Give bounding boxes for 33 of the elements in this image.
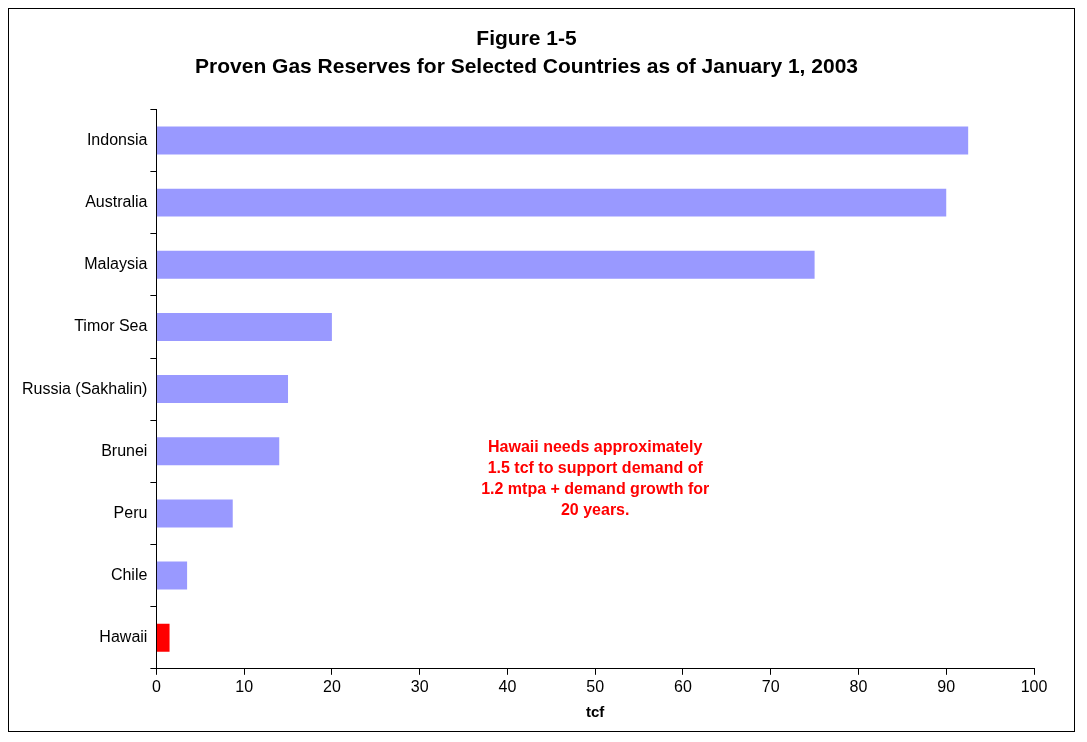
- x-tick-label: 40: [498, 677, 517, 695]
- x-tick-label: 100: [1020, 677, 1048, 695]
- y-tick-label: Indonsia: [86, 130, 148, 148]
- y-tick-label: Peru: [113, 503, 148, 521]
- bar: [156, 561, 188, 590]
- x-axis-title: tcf: [586, 703, 606, 721]
- bar: [156, 250, 815, 279]
- y-tick-label: Australia: [85, 193, 148, 211]
- chart-subtitle: Proven Gas Reserves for Selected Countries as of January 1, 2003: [195, 53, 858, 77]
- y-tick-label: Hawaii: [99, 628, 148, 646]
- bar: [156, 375, 289, 404]
- x-tick-label: 90: [937, 677, 956, 695]
- bar: [156, 499, 233, 528]
- y-tick-label: Malaysia: [84, 255, 148, 273]
- y-tick-label: Chile: [110, 565, 148, 583]
- x-tick-label: 50: [586, 677, 605, 695]
- bar: [156, 623, 170, 652]
- x-tick-label: 80: [849, 677, 868, 695]
- bar: [156, 437, 280, 466]
- x-tick-label: 0: [151, 677, 161, 695]
- y-tick-label: Brunei: [101, 441, 148, 459]
- x-tick-label: 60: [674, 677, 692, 695]
- annotation: Hawaii needs approximately 1.5 tcf to support demand of 1.2 mtpa + demand growth for 20 years.: [481, 437, 710, 518]
- bar: [156, 126, 969, 155]
- y-tick-label: Russia (Sakhalin): [21, 379, 148, 397]
- x-tick-label: 30: [410, 677, 429, 695]
- x-tick-label: 20: [323, 677, 341, 695]
- y-tick-label: Timor Sea: [74, 317, 148, 335]
- x-tick-label: 70: [761, 677, 780, 695]
- bar: [156, 312, 332, 341]
- x-tick-label: 10: [235, 677, 254, 695]
- chart-title: Figure 1-5: [476, 26, 577, 50]
- bar: [156, 188, 947, 217]
